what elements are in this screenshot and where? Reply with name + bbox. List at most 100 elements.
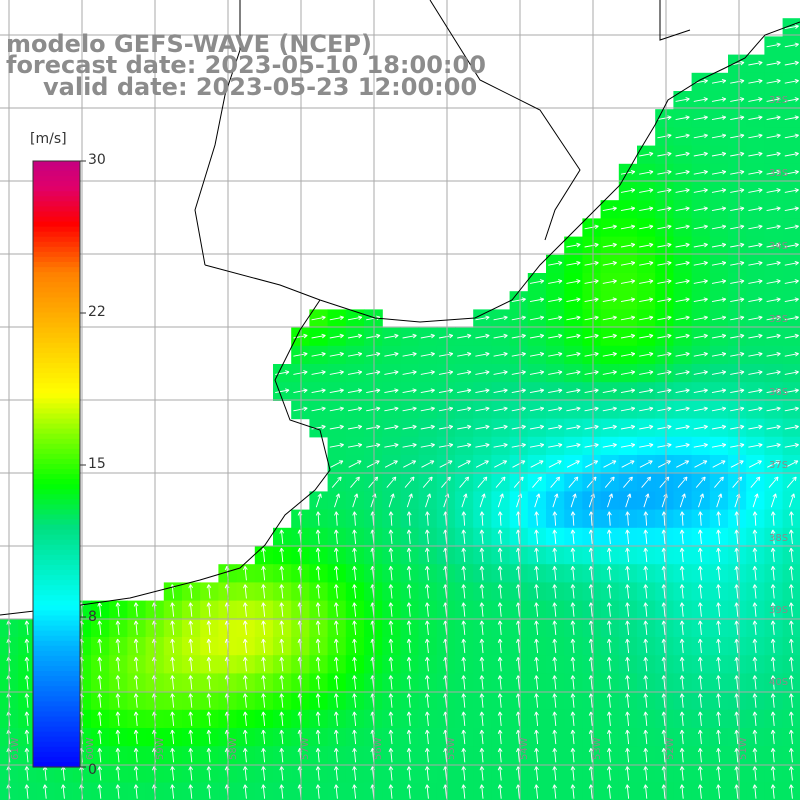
- wind-arrow: [789, 511, 794, 526]
- colorbar-segment: [33, 595, 80, 601]
- wind-arrow: [188, 584, 194, 599]
- wind-arrow: [693, 133, 708, 139]
- wind-arrow: [439, 460, 453, 468]
- wind-arrow: [711, 388, 727, 394]
- colorbar-tick-0: 0: [88, 762, 97, 778]
- wind-arrow: [584, 315, 599, 321]
- colorbar-segment: [33, 438, 80, 445]
- wind-arrow: [675, 260, 690, 266]
- wind-arrow: [734, 529, 740, 544]
- wind-arrow: [568, 476, 579, 488]
- wind-arrow: [279, 620, 285, 635]
- wind-arrow: [766, 260, 781, 266]
- colorbar-segment: [33, 267, 80, 273]
- wind-arrow: [242, 584, 248, 599]
- wind-arrow: [766, 279, 781, 284]
- wind-arrow: [475, 460, 489, 468]
- wind-arrow: [625, 602, 630, 617]
- wind-arrow: [730, 442, 745, 448]
- wind-arrow: [711, 78, 727, 84]
- wind-arrow: [534, 584, 539, 599]
- wind-arrow: [620, 351, 636, 357]
- wind-arrow: [548, 442, 563, 448]
- wind-arrow: [584, 406, 599, 412]
- wind-arrow: [352, 511, 357, 526]
- wind-arrow: [570, 584, 576, 599]
- wind-arrow: [639, 370, 654, 375]
- lat-label: 34S: [769, 241, 789, 252]
- wind-arrow: [279, 566, 285, 581]
- wind-arrow: [679, 602, 685, 617]
- wind-arrow: [657, 115, 672, 121]
- wind-arrow: [784, 279, 799, 284]
- wind-arrow: [639, 279, 654, 284]
- lon-label: 57W: [300, 737, 311, 760]
- wind-arrow: [366, 424, 381, 430]
- colorbar-segment: [33, 307, 80, 313]
- wind-arrow: [347, 370, 363, 375]
- wind-arrow: [766, 424, 781, 430]
- wind-arrow: [552, 602, 558, 617]
- colorbar-segment: [33, 590, 80, 596]
- wind-arrow: [711, 424, 727, 430]
- wind-arrow: [730, 224, 745, 230]
- wind-arrow: [497, 547, 503, 563]
- wind-arrow: [657, 151, 672, 157]
- wind-arrow: [402, 406, 417, 412]
- wind-arrow: [329, 406, 344, 412]
- wind-arrow: [384, 351, 399, 357]
- colorbar-segment: [33, 196, 80, 202]
- wind-arrow: [366, 333, 381, 339]
- wind-arrow: [625, 511, 630, 526]
- wind-arrow: [643, 547, 649, 563]
- wind-arrow: [788, 547, 794, 563]
- wind-arrow: [388, 620, 394, 635]
- wind-arrow: [766, 242, 781, 248]
- wind-arrow: [766, 60, 781, 66]
- wind-arrow: [602, 260, 617, 266]
- wind-arrow: [657, 242, 672, 248]
- colorbar-segment: [33, 661, 80, 667]
- wind-arrow: [639, 460, 653, 468]
- wind-arrow: [402, 424, 417, 430]
- lat-label: 36S: [769, 387, 789, 398]
- wind-arrow: [639, 224, 654, 230]
- wind-arrow: [97, 602, 103, 617]
- colorbar-segment: [33, 701, 80, 707]
- colorbar-segment: [33, 302, 80, 308]
- wind-arrow: [623, 476, 633, 488]
- wind-arrow: [461, 511, 467, 526]
- wind-arrow: [493, 351, 508, 357]
- wind-arrow: [711, 442, 727, 448]
- wind-arrow: [534, 511, 539, 526]
- wind-arrow: [693, 242, 708, 248]
- colorbar-segment: [33, 186, 80, 192]
- wind-arrow: [752, 584, 758, 599]
- colorbar-segment: [33, 686, 80, 692]
- colorbar-segment: [33, 403, 80, 409]
- lon-label: 56W: [373, 737, 384, 760]
- wind-arrow: [730, 370, 745, 375]
- wind-arrow: [548, 260, 563, 266]
- wind-arrow: [711, 242, 727, 248]
- wind-arrow: [730, 260, 745, 266]
- wind-arrow: [331, 476, 342, 488]
- wind-arrow: [566, 260, 581, 266]
- wind-arrow: [570, 547, 576, 563]
- wind-arrow: [497, 566, 503, 581]
- wind-arrow: [748, 169, 763, 175]
- wind-arrow: [657, 333, 672, 339]
- colorbar-segment: [33, 262, 80, 268]
- wind-arrow: [766, 388, 781, 394]
- colorbar-segment: [33, 428, 80, 435]
- wind-arrow: [643, 584, 649, 599]
- wind-arrow: [461, 547, 467, 563]
- wind-arrow: [602, 297, 617, 303]
- colorbar-segment: [33, 671, 80, 677]
- wind-arrow: [493, 370, 508, 375]
- colorbar-segment: [33, 585, 80, 591]
- wind-arrow: [606, 547, 612, 563]
- wind-arrow: [584, 224, 599, 230]
- wind-arrow: [643, 529, 649, 544]
- wind-arrow: [711, 406, 727, 412]
